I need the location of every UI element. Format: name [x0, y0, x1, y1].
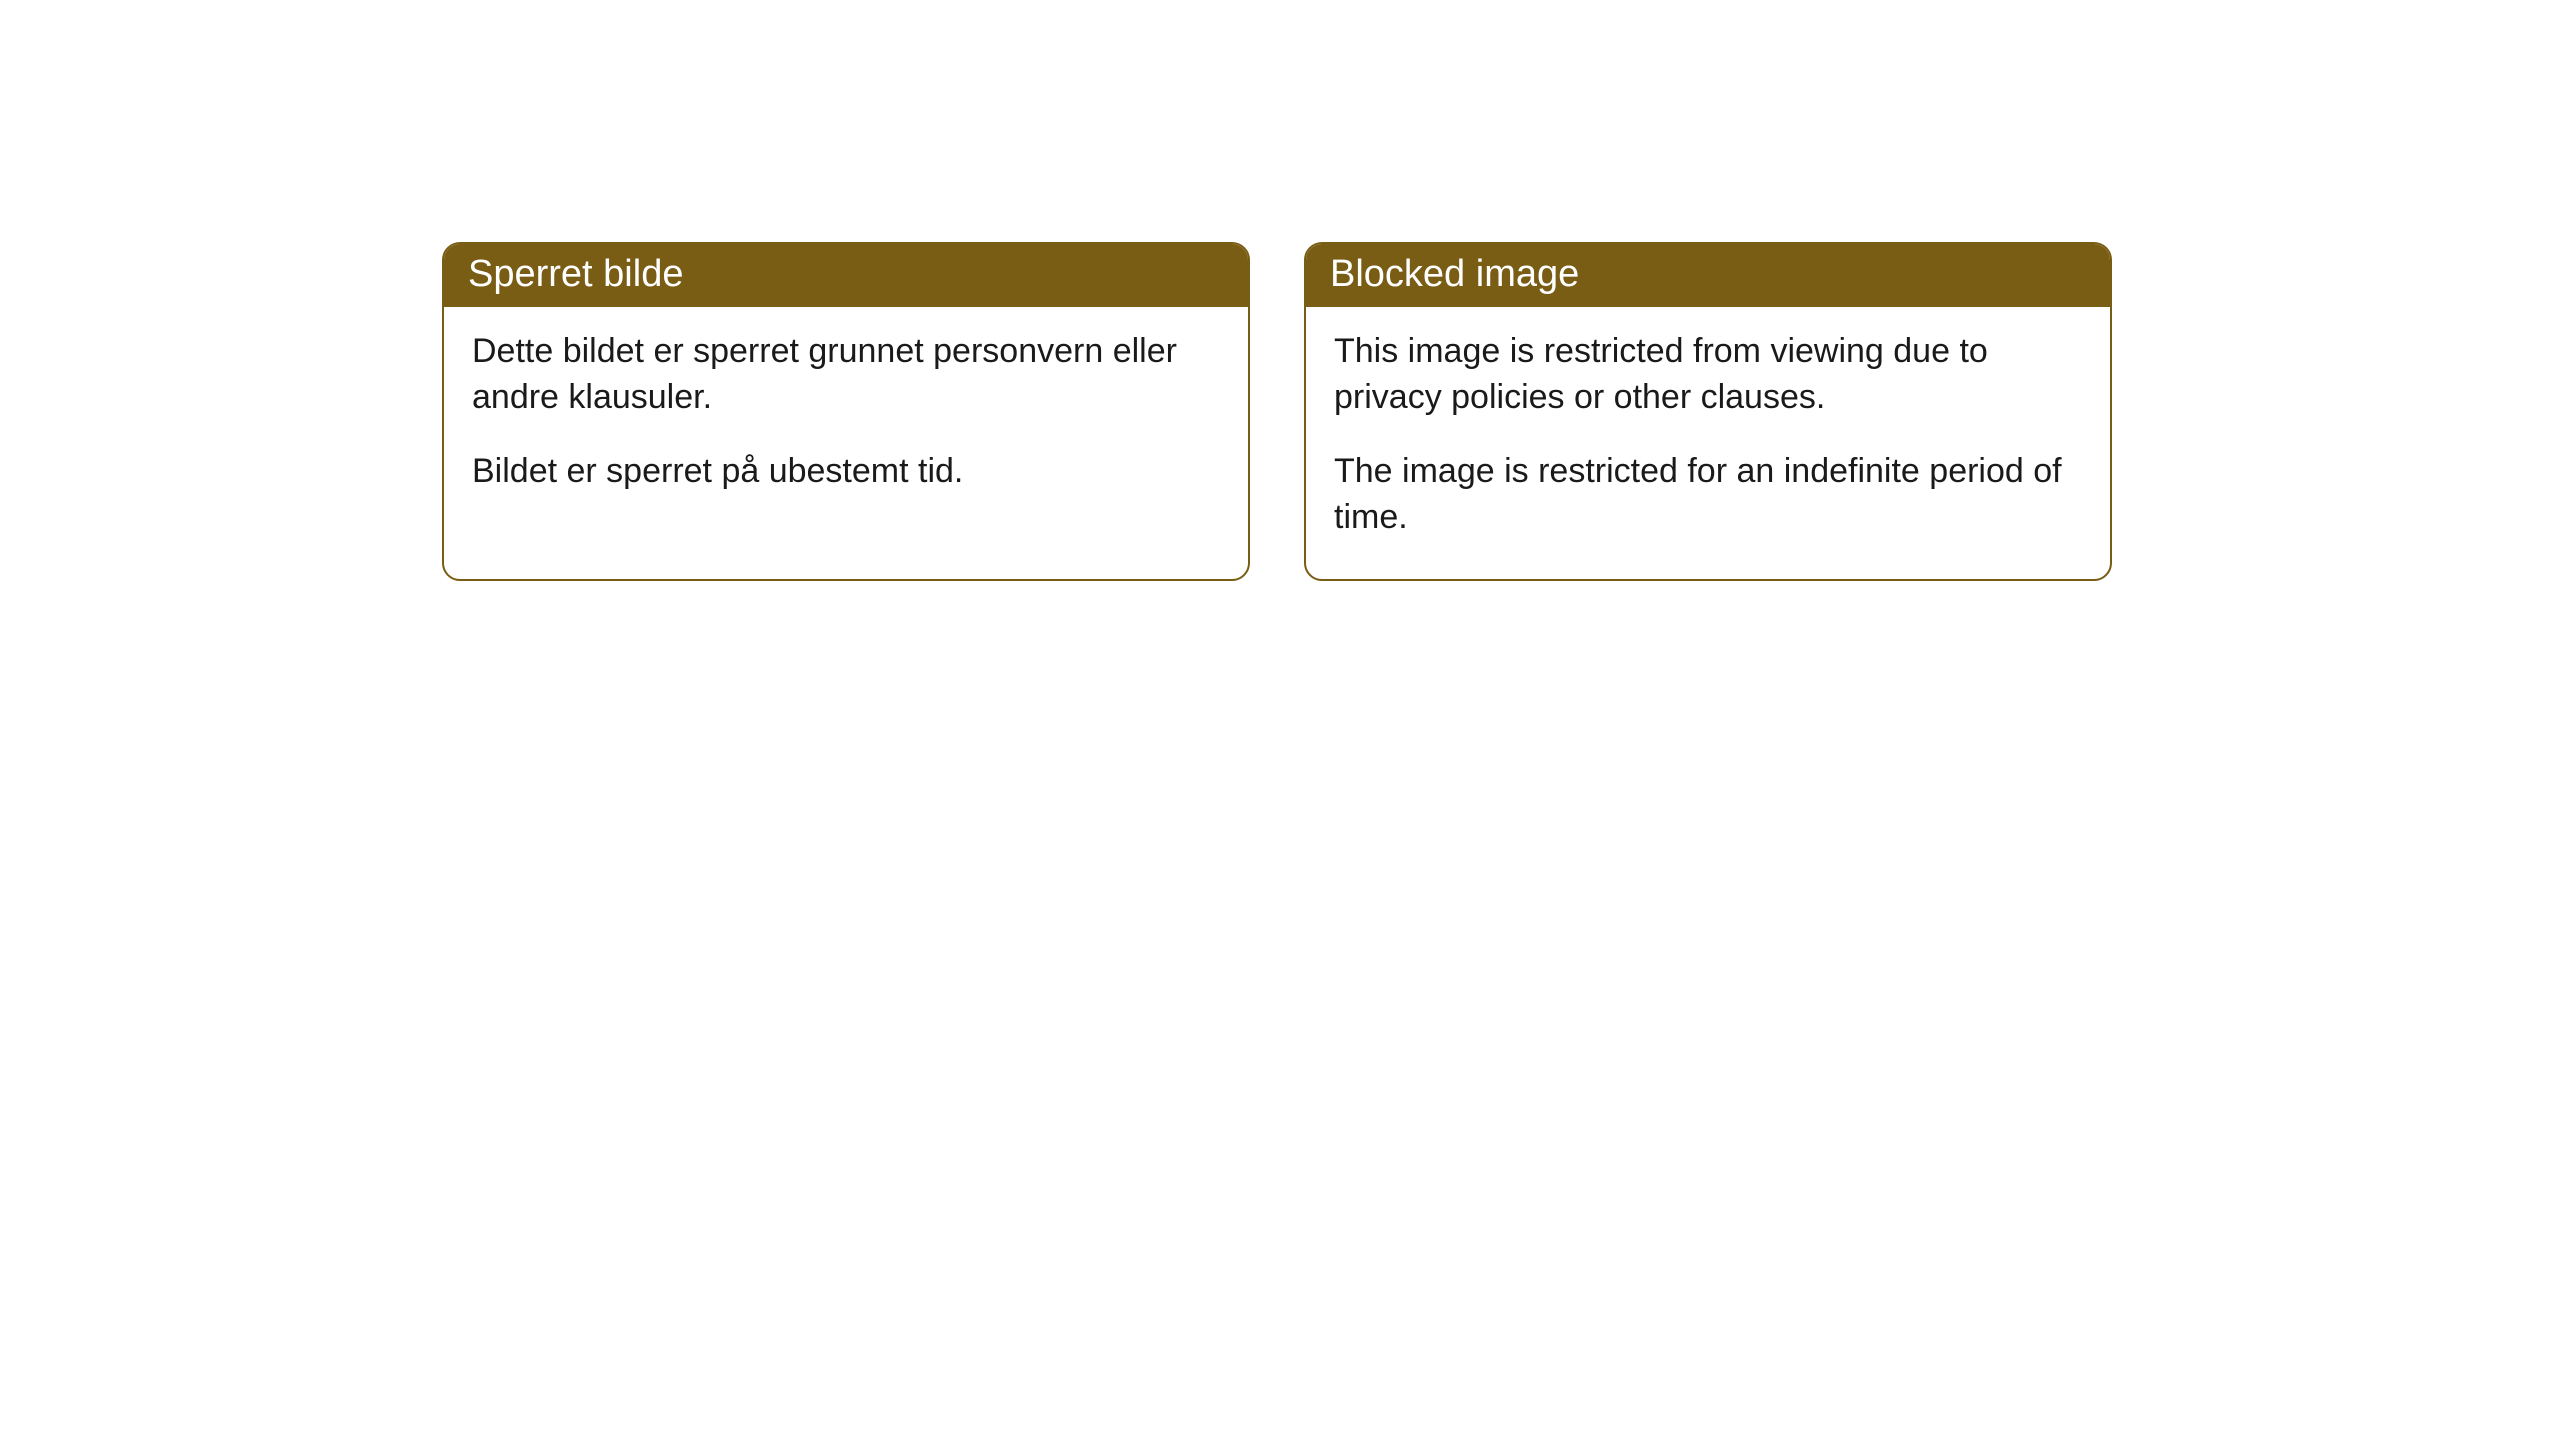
notice-body-norwegian: Dette bildet er sperret grunnet personve…: [444, 307, 1248, 533]
notice-text-1-norwegian: Dette bildet er sperret grunnet personve…: [472, 329, 1220, 421]
notice-text-2-norwegian: Bildet er sperret på ubestemt tid.: [472, 449, 1220, 495]
notice-header-norwegian: Sperret bilde: [444, 244, 1248, 307]
notice-title-norwegian: Sperret bilde: [468, 253, 683, 295]
notice-card-english: Blocked image This image is restricted f…: [1304, 242, 2112, 581]
notice-header-english: Blocked image: [1306, 244, 2110, 307]
notice-text-1-english: This image is restricted from viewing du…: [1334, 329, 2082, 421]
notice-title-english: Blocked image: [1330, 253, 1579, 295]
notice-card-norwegian: Sperret bilde Dette bildet er sperret gr…: [442, 242, 1250, 581]
notice-text-2-english: The image is restricted for an indefinit…: [1334, 449, 2082, 541]
notice-body-english: This image is restricted from viewing du…: [1306, 307, 2110, 579]
notice-container: Sperret bilde Dette bildet er sperret gr…: [442, 242, 2112, 581]
